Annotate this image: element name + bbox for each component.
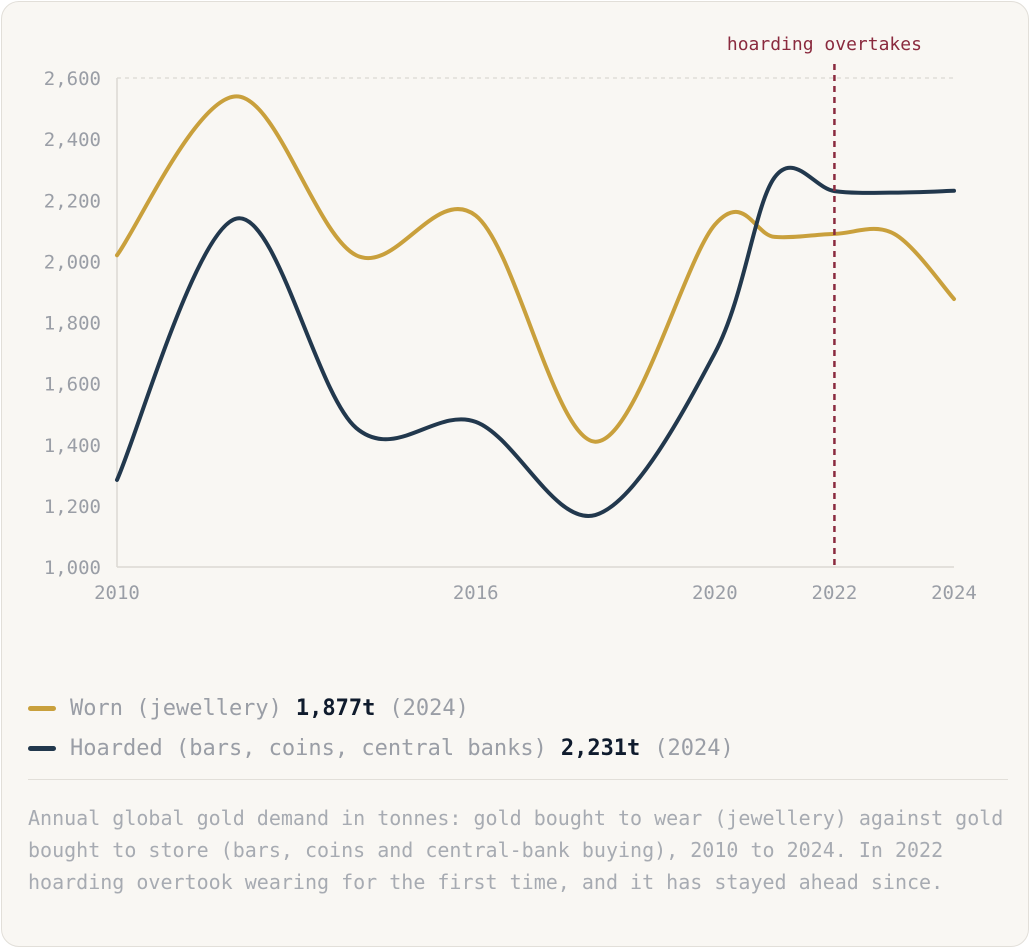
y-tick-label: 1,600	[44, 374, 101, 396]
chart-caption: Annual global gold demand in tonnes: gol…	[28, 806, 1004, 894]
x-tick-label: 2024	[931, 582, 977, 604]
legend-year-worn: (2024)	[389, 695, 469, 721]
legend-item-hoarded: Hoarded (bars, coins, central banks) 2,2…	[28, 728, 1008, 768]
legend-label-hoarded: Hoarded (bars, coins, central banks)	[70, 735, 547, 761]
y-tick-label: 2,200	[44, 190, 101, 212]
legend-value-worn: 1,877t	[295, 695, 376, 721]
y-tick-label: 1,400	[44, 435, 101, 457]
y-tick-label: 1,200	[44, 496, 101, 518]
legend-swatch-hoarded	[28, 745, 56, 751]
y-tick-label: 2,000	[44, 251, 101, 273]
line-chart: 1,000 1,200 1,400 1,600 1,800 2,000 2,200 2,400…	[44, 34, 977, 604]
y-tick-label: 2,600	[44, 68, 101, 90]
legend-label-worn: Worn (jewellery)	[70, 695, 282, 721]
series-line-worn	[115, 94, 956, 444]
y-tick-label: 2,400	[44, 129, 101, 151]
legend-swatch-worn	[28, 705, 56, 711]
y-tick-label: 1,000	[44, 557, 101, 579]
legend-item-worn: Worn (jewellery) 1,877t (2024)	[28, 688, 1008, 728]
x-tick-label: 2010	[94, 582, 140, 604]
legend-year-hoarded: (2024)	[654, 735, 734, 761]
legend-value-hoarded: 2,231t	[560, 735, 641, 761]
x-tick-label: 2020	[692, 582, 738, 604]
legend: Worn (jewellery) 1,877t (2024) Hoarded (…	[28, 688, 1008, 768]
x-tick-label: 2016	[453, 582, 499, 604]
x-tick-label: 2022	[812, 582, 858, 604]
y-tick-label: 1,800	[44, 313, 101, 335]
annotation-label: hoarding overtakes	[727, 34, 922, 55]
divider	[28, 779, 1008, 780]
series-line-hoarded	[115, 165, 956, 518]
